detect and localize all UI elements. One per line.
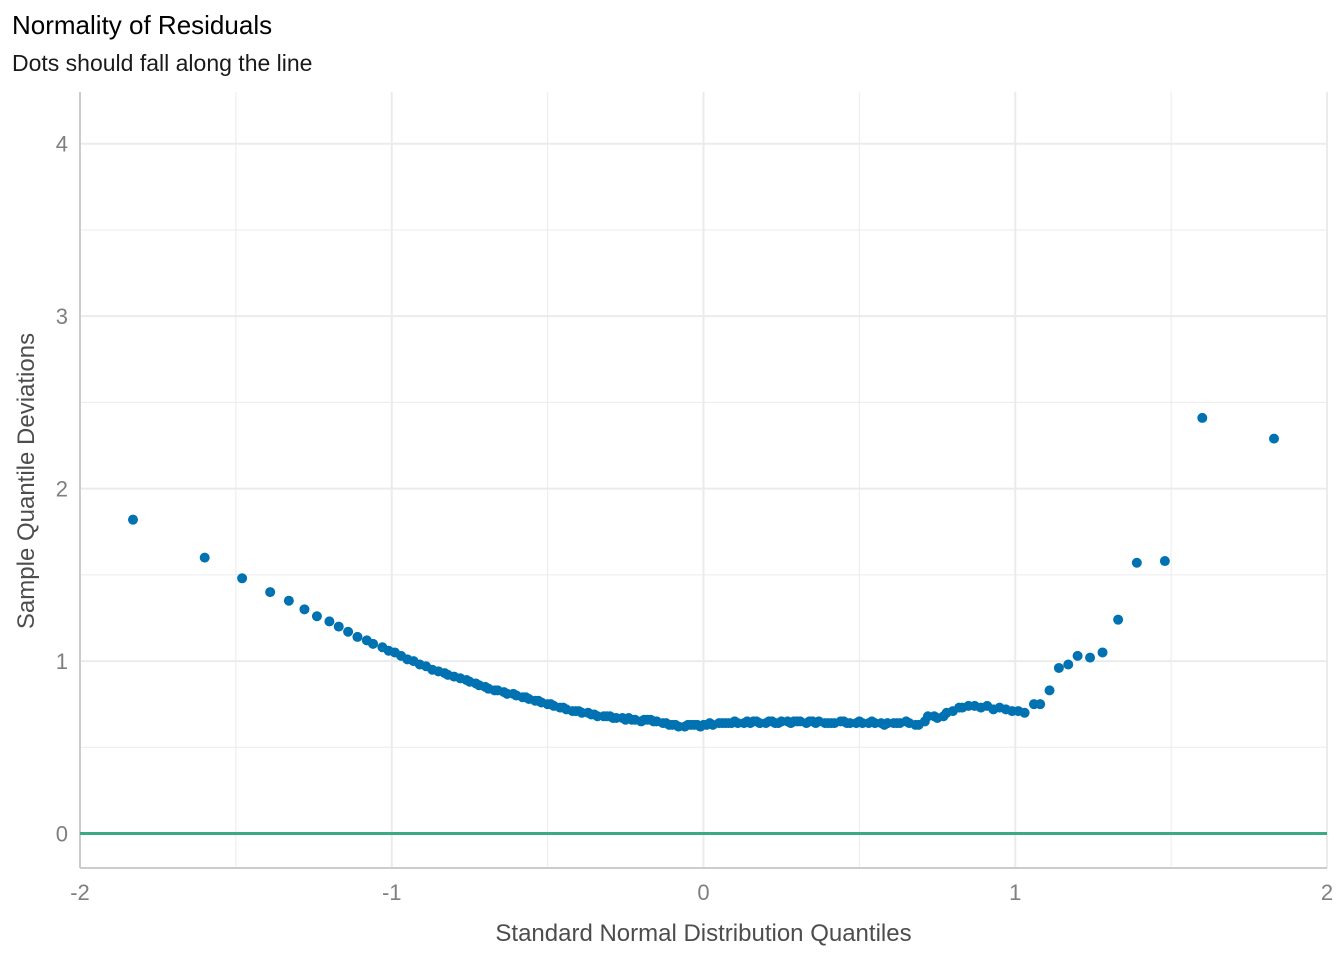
data-point [1197,412,1208,423]
axes [79,92,1327,869]
data-point [1097,647,1108,658]
x-axis-title: Standard Normal Distribution Quantiles [495,920,911,947]
data-point [1044,685,1055,696]
data-point [343,626,354,637]
data-point [1113,614,1124,625]
data-point [299,604,310,615]
data-point [265,587,276,598]
data-point [1072,650,1083,661]
data-point [1053,662,1064,673]
x-tick-label: 1 [1009,880,1021,905]
x-tick-label: -2 [70,880,90,905]
data-points [127,412,1280,732]
y-tick-label: 4 [56,132,68,157]
y-tick-label: 0 [56,822,68,847]
data-point [237,573,248,584]
x-tick-label: -1 [382,880,402,905]
data-point [199,552,210,563]
y-tick-label: 3 [56,304,68,329]
data-point [1035,699,1046,710]
y-axis-title: Sample Quantile Deviations [13,333,40,629]
x-tick-label: 0 [697,880,709,905]
data-point [1159,556,1170,567]
x-tick-labels: -2 -1 0 1 2 [70,880,1333,905]
data-point [333,621,344,632]
data-point [368,638,379,649]
data-point [352,631,363,642]
data-point [1019,707,1030,718]
data-point [311,611,322,622]
y-tick-label: 2 [56,477,68,502]
chart-subtitle: Dots should fall along the line [12,50,313,76]
data-point [1269,433,1280,444]
data-point [324,616,335,627]
data-point [1131,557,1142,568]
major-gridlines [79,92,1328,868]
x-tick-label: 2 [1321,880,1333,905]
data-point [1063,659,1074,670]
y-tick-label: 1 [56,649,68,674]
data-point [1085,652,1096,663]
data-point [283,595,294,606]
data-point [127,514,138,525]
chart-title: Normality of Residuals [12,10,273,40]
y-tick-labels: 0 1 2 3 4 [56,132,68,847]
